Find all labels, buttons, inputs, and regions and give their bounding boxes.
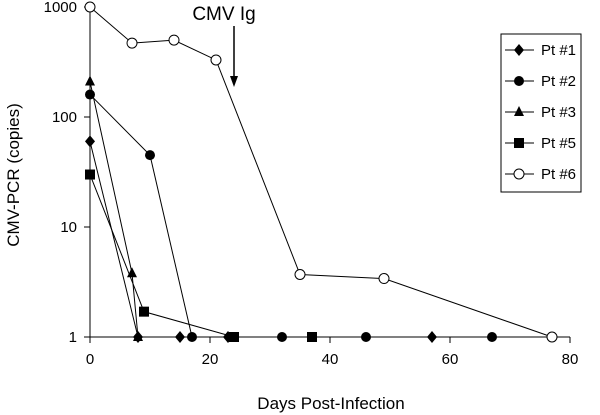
series-pt-5 [85, 169, 317, 342]
series-line [89, 94, 492, 338]
x-tick-label: 20 [202, 351, 219, 368]
x-tick-label: 40 [322, 351, 339, 368]
y-tick-label: 1000 [44, 0, 77, 16]
series-pt-2 [85, 89, 497, 342]
data-point [294, 268, 306, 280]
data-point [546, 331, 558, 343]
x-tick-label: 0 [86, 351, 94, 368]
legend-label: Pt #1 [541, 42, 576, 59]
legend-marker [514, 138, 524, 148]
legend-label: Pt #5 [541, 135, 576, 152]
data-point [187, 332, 197, 342]
series-pt-6 [84, 1, 558, 343]
legend-label: Pt #6 [541, 166, 576, 183]
data-point [133, 331, 143, 341]
data-point [487, 332, 497, 342]
y-tick-label: 10 [60, 219, 77, 236]
data-point [126, 37, 138, 49]
legend-marker [513, 168, 525, 180]
y-axis-title: CMV-PCR (copies) [4, 103, 23, 247]
series-pt-1 [85, 135, 437, 343]
data-point [175, 331, 185, 343]
x-axis-title: Days Post-Infection [257, 394, 404, 413]
data-point [210, 54, 222, 66]
y-tick-label: 1 [69, 329, 77, 346]
series-line [89, 6, 553, 338]
data-point [168, 34, 180, 46]
data-point [229, 332, 239, 342]
legend-marker [514, 76, 524, 86]
legend-label: Pt #2 [541, 73, 576, 90]
series-line [89, 81, 139, 338]
annotation-text: CMV Ig [192, 4, 255, 25]
data-point [361, 332, 371, 342]
legend-marker [514, 106, 524, 116]
data-point [145, 150, 155, 161]
x-tick-label: 80 [562, 351, 579, 368]
annotation-layer: CMV Ig [192, 4, 256, 87]
annotation-arrow-head [230, 76, 238, 87]
data-point [378, 273, 390, 285]
legend: Pt #1 Pt #2 Pt #3 Pt #5 Pt #6 [500, 33, 582, 193]
legend-marker [514, 44, 524, 56]
data-point [84, 1, 96, 13]
data-point [85, 169, 95, 180]
data-point [85, 75, 95, 86]
series-line [89, 174, 312, 338]
x-tick-label: 60 [442, 351, 459, 368]
series-layer [84, 1, 558, 343]
y-tick-label: 100 [52, 109, 77, 126]
series-pt-3 [85, 75, 143, 341]
legend-label: Pt #3 [541, 104, 576, 121]
data-point [139, 306, 149, 317]
data-point [307, 332, 317, 342]
axes: 0 20 40 60 80 1 10 100 1000 [44, 0, 579, 368]
legend-box [500, 33, 582, 193]
data-point [85, 135, 95, 148]
